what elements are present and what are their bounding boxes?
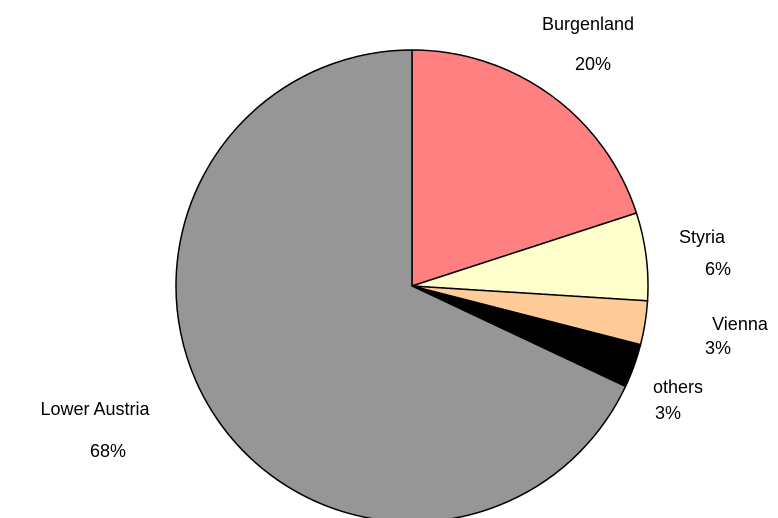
pie-slice bbox=[175, 49, 627, 518]
slice-value-label: 6% bbox=[705, 259, 731, 279]
slice-value-label: 20% bbox=[575, 54, 611, 74]
slice-value-label: 68% bbox=[90, 441, 126, 461]
slice-label: Styria bbox=[679, 227, 726, 247]
slice-label: others bbox=[653, 377, 703, 397]
slice-label: Burgenland bbox=[542, 14, 634, 34]
slice-value-label: 3% bbox=[705, 338, 731, 358]
slice-value-label: 3% bbox=[655, 403, 681, 423]
pie-slice bbox=[411, 49, 638, 288]
slice-label: Vienna bbox=[712, 314, 769, 334]
slice-label: Lower Austria bbox=[40, 399, 150, 419]
